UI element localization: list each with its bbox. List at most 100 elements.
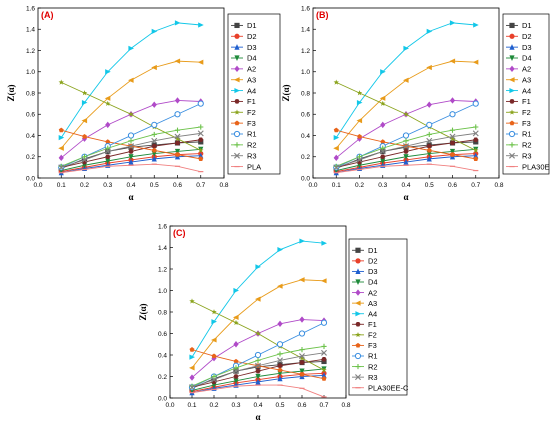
data-point [198, 156, 204, 161]
legend-marker [509, 44, 515, 50]
x-tick-label: 0.5 [425, 182, 434, 189]
data-point [426, 121, 433, 128]
data-point [380, 121, 386, 129]
data-point [426, 137, 433, 144]
data-point [211, 373, 217, 380]
legend-entry: PLA [231, 162, 261, 171]
data-point [189, 298, 195, 304]
data-point [379, 148, 386, 155]
data-point [277, 375, 283, 382]
x-tick-label: 0.1 [187, 402, 196, 409]
legend-entry: R2 [506, 141, 532, 150]
legend-entry: F3 [352, 341, 377, 350]
legend-entry: PLA30EE-C [352, 383, 409, 392]
data-point [426, 143, 432, 149]
legend-label: F1 [247, 97, 256, 106]
x-tick-label: 0.8 [341, 402, 350, 409]
y-tick-label: 1.4 [158, 245, 167, 252]
legend-label: D3 [522, 43, 532, 52]
data-point [403, 111, 409, 117]
data-point [472, 59, 479, 65]
x-tick-label: 0.5 [275, 402, 284, 409]
data-point [174, 97, 181, 104]
legend-marker [234, 120, 240, 126]
data-point [449, 148, 456, 155]
data-point [333, 79, 339, 85]
data-point [380, 145, 386, 151]
legend-marker [355, 311, 361, 317]
legend-label: F2 [368, 331, 377, 340]
data-point [473, 137, 479, 143]
legend-entry: D2 [506, 32, 532, 41]
legend-label: F2 [522, 108, 531, 117]
data-point [151, 121, 158, 128]
legend-entry: D1 [506, 21, 532, 30]
series-a4 [58, 20, 204, 141]
data-point [211, 353, 217, 359]
x-tick-label: 0.8 [219, 182, 228, 189]
y-tick-label: 0.6 [26, 112, 35, 119]
data-point [105, 145, 111, 151]
data-point [189, 354, 195, 360]
legend-marker [509, 33, 515, 39]
legend-label: A3 [368, 299, 377, 308]
y-tick-label: 1.2 [26, 48, 35, 55]
data-point [449, 97, 456, 104]
data-point [333, 127, 339, 133]
data-point [58, 145, 64, 151]
x-tick-label: 0.4 [253, 402, 262, 409]
y-tick-label: 0.6 [301, 112, 310, 119]
data-point [357, 133, 362, 139]
legend-label: D1 [247, 21, 257, 30]
legend-label: R2 [368, 362, 378, 371]
y-tick-label: 0.2 [26, 154, 35, 161]
data-point [105, 100, 111, 106]
y-axis-label: Z(α) [6, 84, 16, 101]
data-point [128, 159, 134, 165]
legend-label: D1 [522, 21, 532, 30]
data-point [320, 319, 328, 326]
data-point [380, 158, 386, 164]
legend-marker [509, 22, 515, 29]
series-r3 [58, 130, 204, 171]
x-tick-label: 0.5 [150, 182, 159, 189]
data-point [174, 148, 181, 155]
x-tick-label: 0.3 [378, 182, 387, 189]
legend-label: PLA [247, 162, 261, 171]
data-point [255, 378, 261, 385]
legend-label: R1 [368, 352, 378, 361]
legend-entry: A2 [506, 65, 531, 74]
legend-label: D2 [247, 32, 257, 41]
data-point [198, 152, 204, 159]
x-tick-label: 0.7 [196, 182, 205, 189]
data-point [299, 316, 305, 323]
legend-marker [355, 331, 361, 338]
data-point [104, 95, 111, 101]
data-point [105, 121, 111, 129]
x-tick-label: 0.8 [494, 182, 503, 189]
x-axis-label: α [403, 192, 408, 202]
data-point [321, 357, 327, 362]
legend-marker [509, 152, 515, 159]
legend-marker [509, 65, 515, 73]
chart-panel-1: 0.0 0.1 0.2 0.3 0.4 0.5 0.6 0.7 0.8 0.0 0.2 0.4 0.6 0… [6, 5, 281, 202]
data-point [151, 64, 157, 71]
data-point [426, 101, 432, 108]
legend-entry: R3 [506, 151, 532, 160]
data-point [128, 45, 134, 51]
legend-entry: D4 [352, 278, 378, 287]
data-point [151, 155, 157, 162]
data-point [403, 159, 409, 165]
legend-label: R1 [247, 130, 257, 139]
series-a3 [333, 58, 479, 151]
data-point [299, 238, 305, 244]
legend-entry: A4 [352, 309, 377, 318]
data-point [81, 156, 88, 163]
x-tick-label: 0.0 [308, 182, 317, 189]
legend-label: A3 [247, 75, 256, 84]
data-point [356, 154, 363, 160]
legend-marker [355, 363, 361, 370]
legend-marker [509, 142, 515, 148]
legend-marker [234, 99, 240, 104]
series-r2 [333, 124, 479, 169]
